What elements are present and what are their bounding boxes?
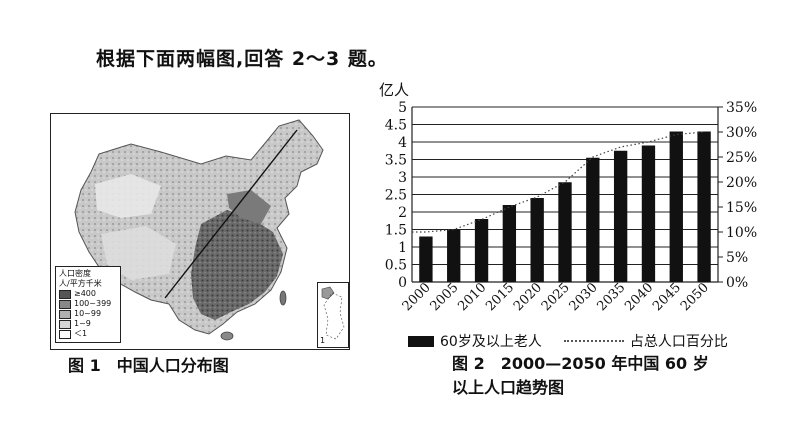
legend-swatch (59, 329, 71, 339)
y2-tick-label: 20% (726, 175, 757, 191)
legend-swatch (59, 319, 71, 329)
x-tick-label: 2030 (567, 280, 601, 314)
bar (447, 229, 461, 282)
bar (558, 182, 572, 282)
legend-row: 10~99 (59, 309, 117, 319)
figure2-caption: 图 2 2000—2050 年中国 60 岁 以上人口趋势图 (452, 352, 709, 400)
bar (669, 131, 683, 282)
intro-text: 根据下面两幅图,回答 2～3 题。 (96, 48, 388, 70)
bar (502, 205, 517, 282)
legend-label: ≥400 (74, 289, 96, 298)
bar (641, 145, 656, 282)
south-china-sea-inset: 1 (317, 282, 349, 348)
population-map: 人口密度 人/平方千米 ≥400 100~399 10~99 1~9 ＜1 1 (50, 113, 350, 350)
bar (697, 131, 711, 282)
y2-tick-label: 15% (726, 200, 757, 216)
y-tick-label: 3.5 (385, 153, 407, 169)
x-tick-label: 2015 (483, 280, 517, 314)
figure2-caption-line2: 以上人口趋势图 (452, 378, 565, 397)
x-tick-label: 2005 (428, 280, 462, 314)
y-tick-label: 2.5 (385, 188, 407, 204)
legend-row: 1~9 (59, 319, 117, 329)
y2-tick-label: 35% (726, 100, 757, 116)
legend-title: 人口密度 (59, 269, 91, 278)
x-tick-label: 2035 (594, 280, 628, 314)
legend-unit: 人/平方千米 (59, 279, 102, 288)
china-map-drawing (74, 119, 324, 341)
y-tick-label: 4 (398, 135, 407, 151)
legend-label: 1~9 (74, 319, 91, 328)
bar (474, 219, 489, 282)
chart-legend: 60岁及以上老人 占总人口百分比 (408, 331, 728, 351)
legend-swatch (59, 299, 71, 309)
y2-tick-label: 0% (726, 275, 748, 291)
y2-tick-label: 30% (726, 125, 757, 141)
legend-line-swatch (563, 340, 624, 342)
y2-tick-label: 10% (726, 225, 757, 241)
y-tick-label: 2 (398, 205, 407, 221)
hu-line (164, 129, 298, 299)
y2-tick-label: 25% (726, 150, 757, 166)
x-tick-label: 2020 (511, 280, 545, 314)
legend-label: ＜1 (74, 329, 88, 338)
legend-row: 100~399 (59, 299, 117, 309)
legend-swatch (59, 309, 71, 319)
legend-label: 10~99 (74, 309, 102, 318)
bar (613, 150, 628, 282)
legend-bar-label: 60岁及以上老人 (440, 334, 542, 350)
legend-line-label: 占总人口百分比 (629, 334, 728, 350)
legend-bar-swatch (408, 335, 434, 347)
y-axis-label: 亿人 (379, 81, 409, 99)
x-tick-label: 2045 (650, 280, 684, 314)
y-tick-label: 0 (398, 275, 407, 291)
legend-row: ≥400 (59, 289, 117, 299)
x-tick-label: 2040 (622, 280, 656, 314)
y-tick-label: 3 (398, 170, 407, 186)
x-tick-label: 2050 (678, 280, 712, 314)
y-tick-label: 5 (398, 100, 407, 116)
legend-label: 100~399 (74, 299, 112, 308)
inset-label: 1 (320, 336, 326, 345)
aging-trend-chart: 00.5 11.5 22.5 33.5 44.5 5 0% 5% 10% 15% 20% 25% 30%… (379, 81, 757, 314)
legend-swatch (59, 289, 71, 299)
map-legend: 人口密度 人/平方千米 ≥400 100~399 10~99 1~9 ＜1 (55, 266, 121, 343)
y-tick-label: 1 (398, 240, 407, 256)
figure2-caption-line1: 图 2 2000—2050 年中国 60 岁 (452, 354, 709, 373)
y2-tick-label: 5% (726, 250, 748, 266)
y-tick-label: 0.5 (385, 258, 407, 274)
bar (419, 236, 433, 282)
x-tick-label: 2025 (539, 280, 573, 314)
legend-row: ＜1 (59, 329, 117, 339)
bar (586, 157, 600, 282)
figure1-caption: 图 1 中国人口分布图 (68, 356, 229, 375)
y-tick-label: 1.5 (385, 223, 407, 239)
bar (530, 198, 544, 282)
percentage-line (412, 131, 705, 233)
x-tick-label: 2010 (455, 280, 489, 314)
y-tick-label: 4.5 (385, 118, 407, 134)
